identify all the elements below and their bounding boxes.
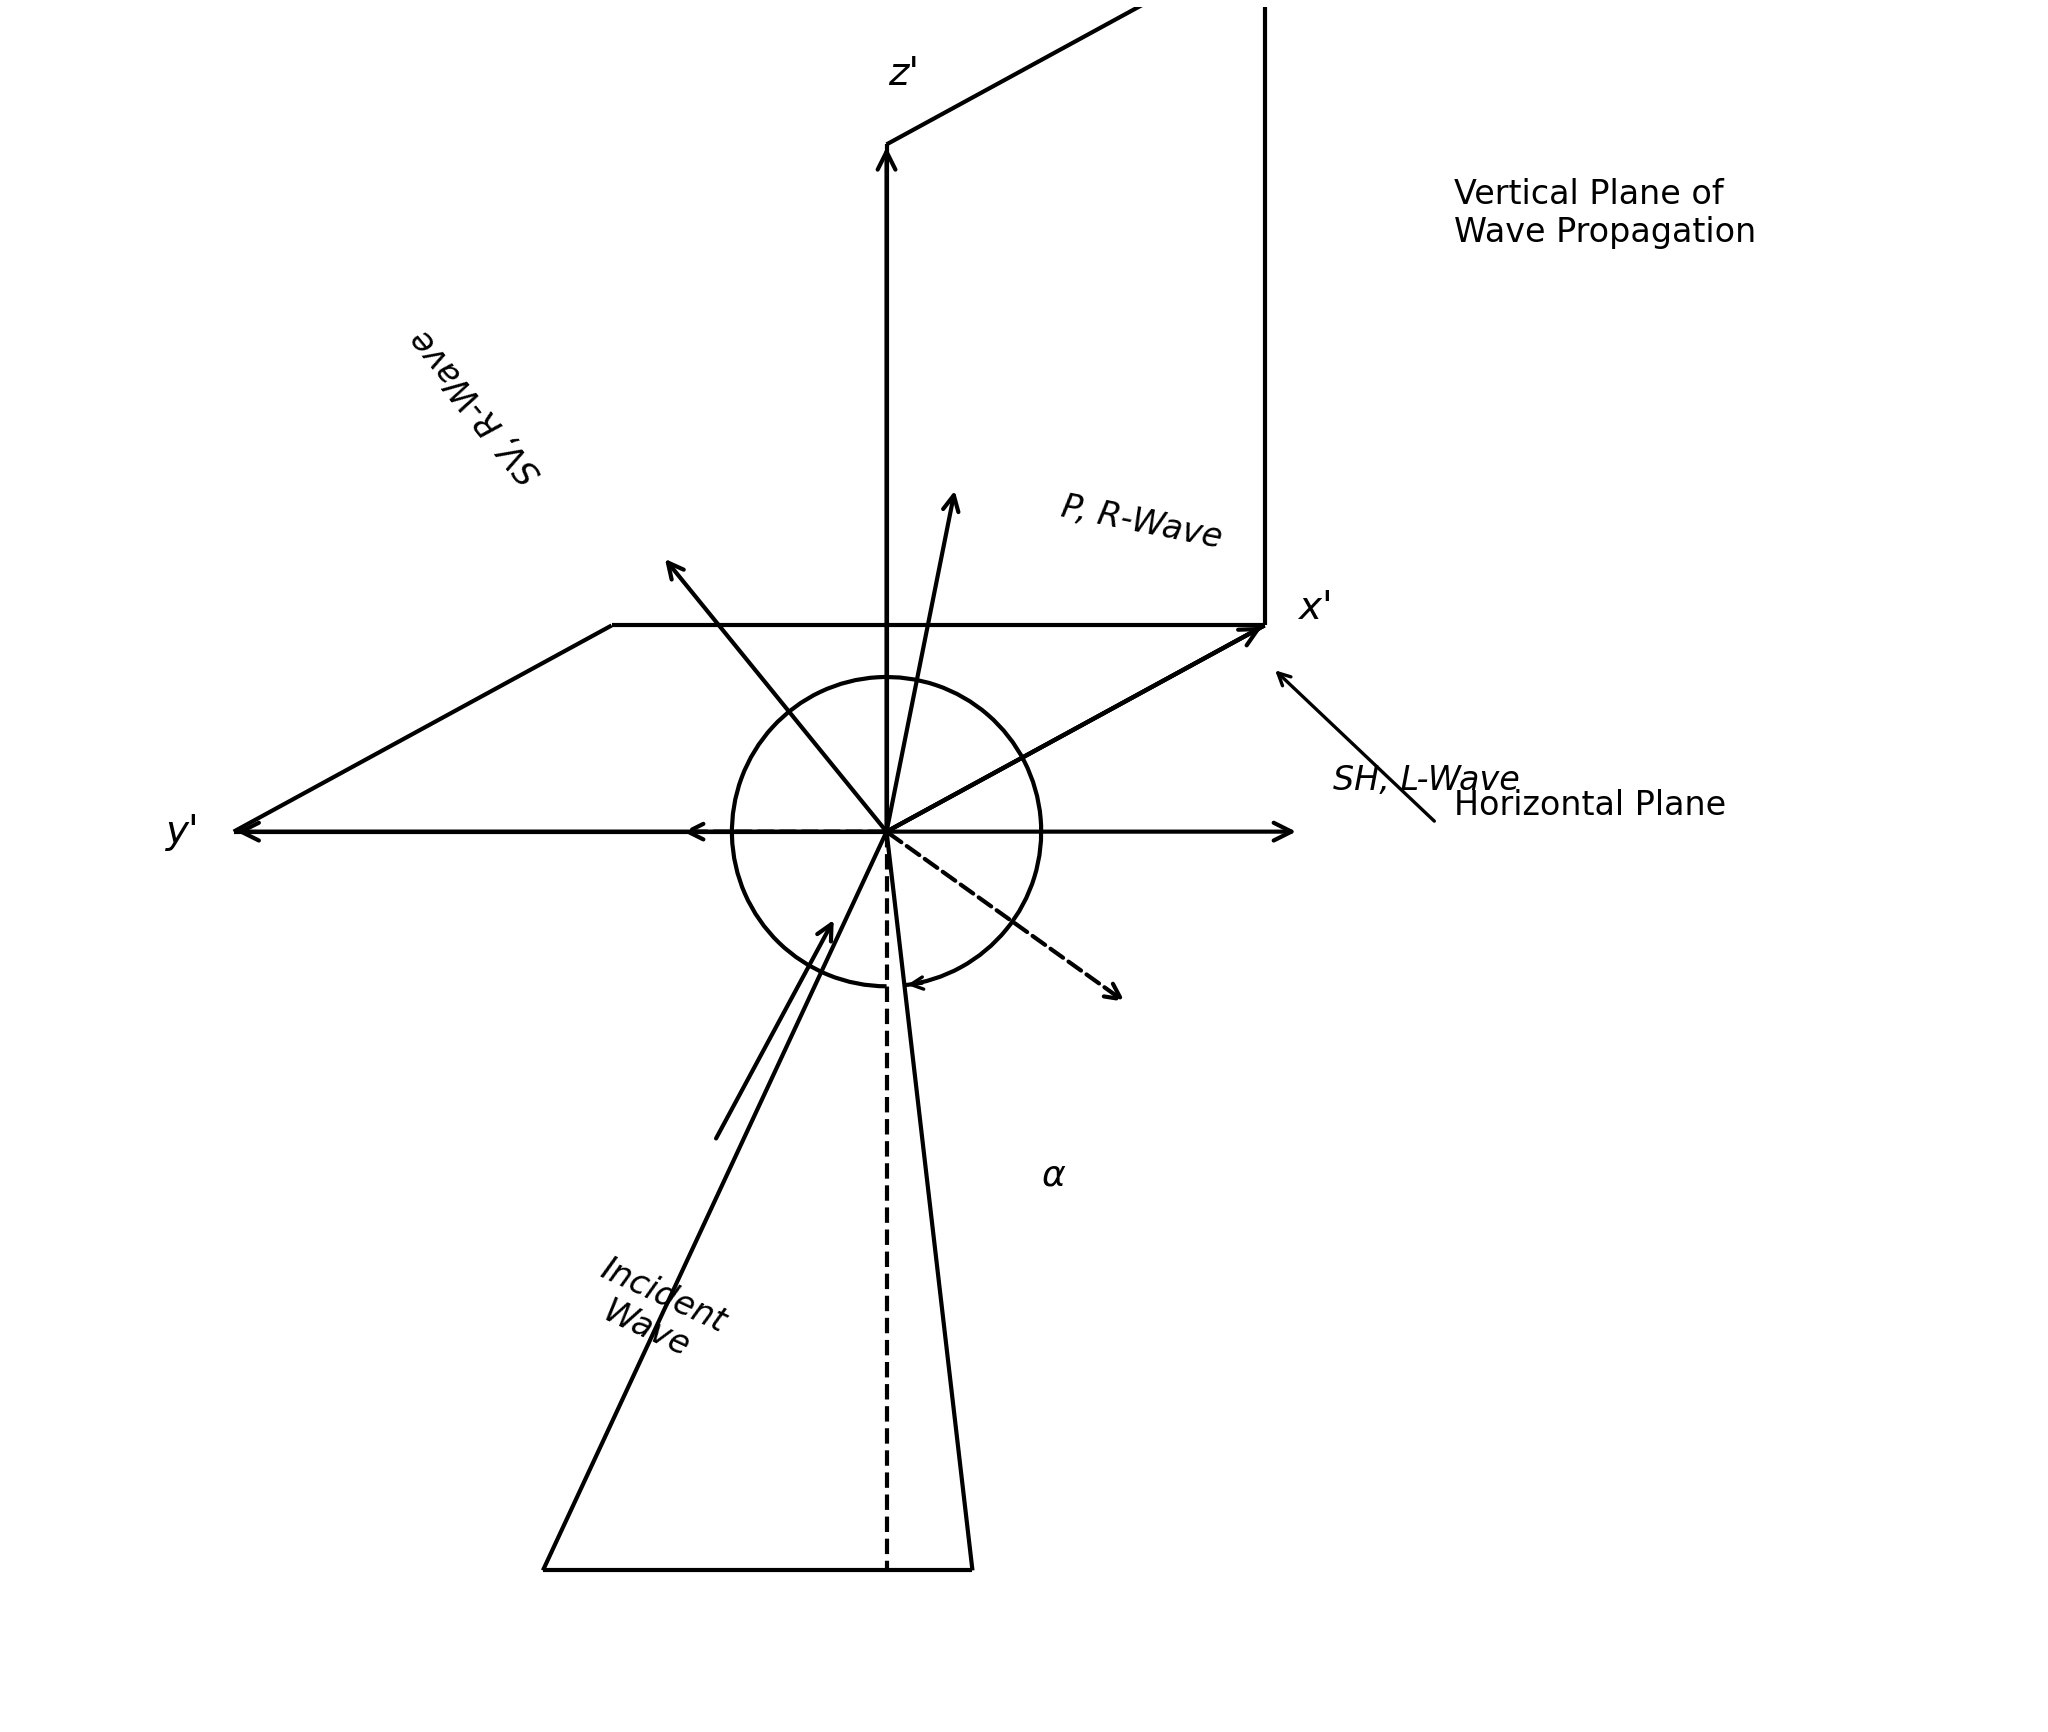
Text: Vertical Plane of
Wave Propagation: Vertical Plane of Wave Propagation [1454,177,1755,249]
Text: x': x' [1298,589,1333,627]
Text: Horizontal Plane: Horizontal Plane [1454,790,1726,823]
Text: P, R-Wave: P, R-Wave [1059,490,1225,554]
Text: SV, R-Wave: SV, R-Wave [403,322,549,488]
Text: Incident
Wave: Incident Wave [580,1252,731,1373]
Text: SH, L-Wave: SH, L-Wave [1333,764,1520,797]
Text: z': z' [889,55,920,94]
Text: $\alpha$: $\alpha$ [1040,1159,1067,1192]
Text: y': y' [166,812,199,850]
